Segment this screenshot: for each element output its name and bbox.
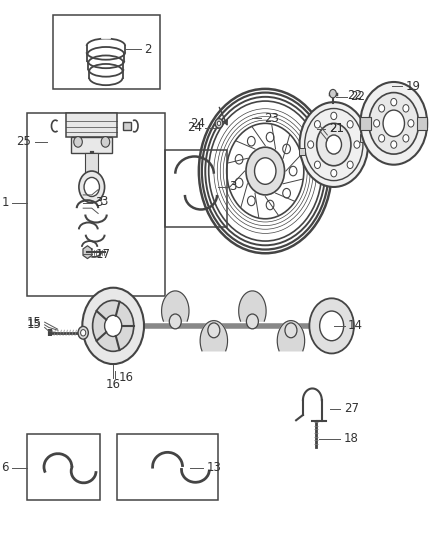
Text: 25: 25 — [17, 135, 32, 148]
Bar — [71, 136, 112, 152]
Circle shape — [81, 329, 86, 336]
Circle shape — [235, 178, 243, 188]
Circle shape — [317, 123, 351, 166]
Polygon shape — [162, 291, 189, 321]
Text: 2: 2 — [145, 43, 152, 55]
Circle shape — [408, 119, 414, 127]
Circle shape — [314, 161, 321, 168]
Circle shape — [78, 326, 88, 339]
Circle shape — [254, 158, 276, 184]
Text: 3: 3 — [100, 195, 108, 208]
Circle shape — [170, 314, 181, 329]
Circle shape — [347, 120, 353, 128]
Circle shape — [283, 144, 290, 154]
Circle shape — [391, 99, 397, 106]
Circle shape — [374, 119, 380, 127]
Bar — [117, 433, 218, 500]
Circle shape — [285, 323, 297, 338]
Circle shape — [369, 93, 419, 154]
Circle shape — [403, 135, 409, 142]
Text: 15: 15 — [26, 316, 41, 329]
Bar — [53, 14, 160, 89]
Polygon shape — [239, 291, 266, 321]
Circle shape — [347, 161, 353, 168]
Text: 24: 24 — [190, 117, 205, 130]
Circle shape — [331, 112, 337, 119]
Text: 19: 19 — [406, 80, 421, 93]
Circle shape — [379, 104, 385, 112]
Text: 21: 21 — [328, 122, 344, 135]
Circle shape — [300, 102, 368, 187]
Polygon shape — [200, 321, 227, 351]
Circle shape — [215, 118, 223, 128]
Text: 21: 21 — [328, 122, 344, 135]
Circle shape — [314, 120, 321, 128]
Circle shape — [391, 141, 397, 148]
Bar — [123, 122, 131, 130]
Circle shape — [92, 301, 134, 351]
Circle shape — [283, 189, 290, 198]
Circle shape — [266, 132, 274, 142]
Text: 23: 23 — [265, 111, 279, 125]
Text: 16: 16 — [106, 378, 120, 391]
Polygon shape — [277, 321, 305, 351]
Text: 22: 22 — [350, 90, 365, 103]
Circle shape — [266, 200, 274, 210]
Text: 13: 13 — [207, 462, 222, 474]
Circle shape — [84, 177, 99, 197]
Bar — [299, 148, 305, 155]
Circle shape — [307, 141, 314, 148]
Circle shape — [379, 135, 385, 142]
Circle shape — [235, 155, 243, 164]
Circle shape — [360, 82, 427, 165]
Text: 16: 16 — [119, 372, 134, 384]
Text: 17: 17 — [95, 248, 110, 261]
Text: 3: 3 — [95, 196, 102, 209]
Circle shape — [246, 147, 285, 195]
Bar — [66, 113, 117, 136]
Circle shape — [74, 136, 82, 147]
Text: 14: 14 — [348, 319, 363, 333]
Circle shape — [247, 136, 255, 146]
Bar — [360, 134, 367, 142]
Circle shape — [217, 121, 221, 125]
Bar — [85, 152, 98, 182]
Circle shape — [329, 90, 336, 98]
Bar — [417, 117, 427, 130]
Circle shape — [82, 288, 144, 364]
Circle shape — [247, 196, 255, 206]
Circle shape — [247, 314, 258, 329]
Circle shape — [289, 166, 297, 176]
Circle shape — [403, 104, 409, 112]
Circle shape — [101, 136, 110, 147]
Bar — [165, 150, 227, 227]
Text: 15: 15 — [27, 318, 42, 332]
Circle shape — [208, 323, 220, 338]
Text: 22: 22 — [347, 89, 363, 102]
Circle shape — [383, 110, 404, 136]
Text: 3: 3 — [229, 181, 236, 193]
Circle shape — [105, 316, 122, 336]
Polygon shape — [83, 246, 92, 259]
Circle shape — [79, 171, 105, 203]
Bar — [360, 117, 371, 130]
Circle shape — [331, 169, 337, 177]
Circle shape — [326, 135, 342, 154]
Text: 18: 18 — [344, 432, 359, 446]
Text: 24: 24 — [187, 121, 202, 134]
Circle shape — [320, 311, 344, 341]
Bar — [28, 113, 165, 296]
Circle shape — [309, 298, 354, 353]
Text: 1: 1 — [2, 196, 9, 209]
Text: 6: 6 — [2, 462, 9, 474]
Circle shape — [354, 141, 360, 148]
Bar — [28, 433, 100, 500]
Text: 27: 27 — [344, 402, 359, 415]
